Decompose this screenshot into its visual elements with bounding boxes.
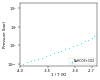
NaHCO3+CO2 [96, 34, 98, 35]
NaHCO3+CO2 [76, 44, 78, 45]
NaHCO3+CO2 [49, 54, 51, 56]
NaHCO3+CO2 [34, 60, 35, 61]
NaHCO3+CO2 [99, 32, 100, 33]
NaHCO3+CO2 [53, 53, 55, 54]
NaHCO3+CO2 [37, 58, 39, 59]
Y-axis label: Pressure (bar): Pressure (bar) [3, 21, 7, 48]
NaHCO3+CO2 [41, 57, 43, 58]
NaHCO3+CO2 [61, 50, 62, 51]
NaHCO3+CO2 [68, 47, 70, 48]
NaHCO3+CO2 [72, 45, 74, 47]
NaHCO3+CO2 [57, 51, 58, 53]
NaHCO3+CO2 [22, 63, 24, 65]
NaHCO3+CO2 [64, 48, 66, 50]
NaHCO3+CO2 [80, 42, 82, 44]
NaHCO3+CO2 [84, 41, 85, 42]
NaHCO3+CO2 [88, 39, 89, 40]
NaHCO3+CO2 [30, 61, 31, 62]
Legend: NaHCO3+CO2: NaHCO3+CO2 [69, 58, 96, 64]
X-axis label: 1 / T (K): 1 / T (K) [51, 73, 66, 77]
NaHCO3+CO2 [26, 62, 28, 63]
NaHCO3+CO2 [94, 36, 95, 37]
NaHCO3+CO2 [45, 56, 47, 57]
NaHCO3+CO2 [91, 37, 92, 39]
